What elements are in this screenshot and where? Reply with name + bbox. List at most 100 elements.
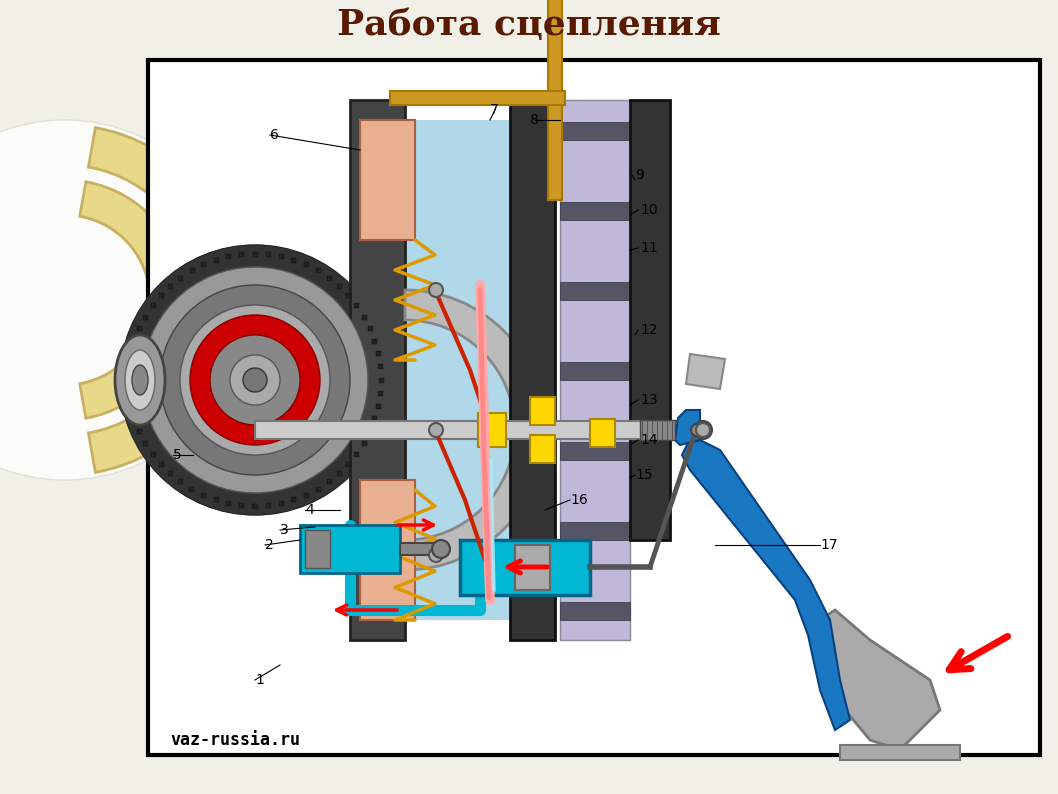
Bar [560,602,630,620]
Bar [201,492,206,498]
Circle shape [160,285,350,475]
Ellipse shape [125,350,156,410]
Bar [560,202,630,220]
Bar [354,303,360,308]
Bar [304,262,309,268]
Bar [127,377,131,383]
Text: 7: 7 [490,103,498,117]
Bar [378,364,383,369]
Bar [590,419,615,447]
Ellipse shape [132,365,148,395]
Bar [253,252,257,256]
Bar [346,293,351,299]
Bar [179,276,183,280]
Text: 12: 12 [640,323,658,337]
Bar [327,480,331,484]
Bar [255,421,685,439]
Bar [253,503,257,508]
Bar [548,0,562,200]
Bar [168,284,174,289]
Bar [530,435,555,463]
Text: 14: 14 [640,433,658,447]
Polygon shape [686,354,725,389]
Bar [159,293,164,299]
Bar [132,416,138,422]
Text: 13: 13 [640,393,658,407]
Bar [630,100,670,540]
Bar [127,364,132,369]
Text: 3: 3 [280,523,289,537]
Text: 8: 8 [530,113,539,127]
Circle shape [691,424,703,436]
Text: 5: 5 [174,448,182,462]
Bar [226,254,232,260]
Text: 17: 17 [820,538,838,552]
Text: 4: 4 [305,503,314,517]
Bar [400,543,435,555]
Bar [355,120,550,620]
Bar [372,338,378,344]
Text: vaz-russia.ru: vaz-russia.ru [170,731,300,749]
Bar [560,282,630,300]
Bar [129,351,134,357]
Circle shape [120,245,390,515]
Bar [179,480,183,484]
Polygon shape [820,610,940,750]
Bar [239,503,244,508]
Text: 16: 16 [570,493,588,507]
Circle shape [428,283,443,297]
Bar [138,429,143,434]
Bar [346,462,351,467]
Bar [150,303,156,308]
Bar [460,540,590,595]
Bar [315,487,321,491]
Wedge shape [89,128,240,472]
Bar [360,120,415,240]
Circle shape [230,355,280,405]
Bar [278,501,284,506]
Bar [189,268,195,273]
Bar [129,403,134,409]
Bar [304,492,309,498]
Bar [144,441,148,445]
Bar [376,351,381,357]
Bar [315,268,321,273]
Bar [201,262,206,268]
Wedge shape [190,315,320,445]
Bar [390,91,565,105]
Bar [327,276,331,280]
Circle shape [428,548,443,562]
Wedge shape [79,182,185,418]
Bar [189,487,195,491]
Bar [560,100,630,640]
Text: Работа сцепления: Работа сцепления [338,8,720,42]
Bar [214,497,219,503]
Bar [840,745,960,760]
Wedge shape [405,290,545,570]
Text: 11: 11 [640,241,658,255]
Bar [300,525,400,573]
Circle shape [142,267,368,493]
Bar [372,416,378,422]
Circle shape [180,305,330,455]
Ellipse shape [115,335,165,425]
Bar [378,391,383,395]
Bar [367,429,372,434]
Polygon shape [675,410,700,445]
Bar [144,314,148,319]
Text: 15: 15 [635,468,653,482]
Bar [214,258,219,263]
Bar [530,397,555,425]
Circle shape [428,423,443,437]
Bar [560,442,630,460]
Bar [478,413,506,447]
Bar [159,462,164,467]
Circle shape [696,423,710,437]
Text: 6: 6 [270,128,279,142]
Bar [305,530,330,568]
Bar [266,252,271,257]
Circle shape [694,421,712,439]
Bar [138,326,143,331]
Bar [362,441,367,445]
Bar [362,314,367,319]
